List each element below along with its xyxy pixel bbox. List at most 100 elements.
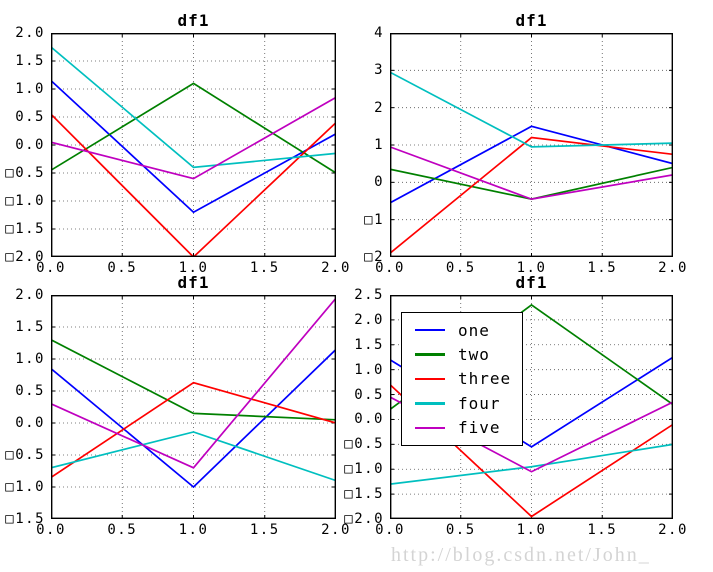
y-tick-label: 0.5 (15, 109, 45, 125)
plot-area: 2.5 2.0 1.5 1.0 0.5 0.0 □0.5 □1.0 □1.5 □2.0 0.0 0.5… (344, 287, 686, 538)
legend-item-four: four (415, 394, 522, 413)
y-tick-label: 1.5 (15, 53, 45, 69)
legend: one two three four five (401, 312, 523, 446)
series-line-four (51, 431, 336, 482)
x-tick-label: 2.0 (321, 260, 351, 276)
y-tick-label: 0.0 (15, 137, 45, 153)
y-tick-label: □1.0 (5, 193, 45, 209)
y-tick-label: 2.0 (354, 311, 384, 328)
subplot-title: df1 (177, 11, 210, 30)
series-line-five (51, 297, 336, 469)
x-tick-label: 1.0 (516, 522, 547, 538)
y-tick-label: 2.0 (15, 25, 45, 41)
subplot-title: df1 (515, 11, 548, 30)
y-tick-label: 0 (374, 174, 384, 191)
series-line-one (51, 79, 336, 214)
x-tick-label: 1.0 (178, 260, 209, 276)
series-line-one (51, 348, 336, 489)
series-line-three (51, 381, 336, 479)
legend-line-swatch-icon (415, 426, 445, 429)
plot-area: 2.0 1.5 1.0 0.5 0.0 □0.5 □1.0 □1.5 □2.0 0.0 0.5 1.0… (5, 25, 349, 276)
y-tick-label: 1.0 (15, 81, 45, 97)
series-line-four (390, 443, 673, 485)
y-tick-label: □2 (364, 249, 384, 265)
series-line-one (390, 125, 673, 204)
series-line-two (51, 82, 336, 174)
x-tick-label: 1.0 (516, 260, 547, 276)
plot-canvas (390, 33, 673, 257)
x-tick-label: 2.0 (658, 260, 688, 276)
x-tick-label: 0.5 (445, 260, 476, 276)
x-tick-label: 2.0 (321, 522, 351, 538)
series-line-four (390, 71, 673, 148)
y-tick-label: □1.0 (5, 479, 45, 495)
y-tick-label: 1.0 (354, 361, 384, 378)
legend-label: five (458, 418, 501, 438)
series-line-three (51, 113, 336, 257)
y-tick-label: □1.5 (344, 486, 384, 503)
legend-line-swatch-icon (415, 377, 445, 381)
y-tick-label: 3 (374, 62, 384, 79)
x-tick-label: 0.0 (375, 522, 405, 538)
legend-item-one: one (415, 321, 522, 340)
axes-border (390, 33, 673, 257)
plot-area: 2.0 1.5 1.0 0.5 0.0 □0.5 □1.0 □1.5 0.0 0.5 1.0 1.5 2… (5, 287, 349, 538)
legend-label: two (458, 345, 490, 365)
x-tick-label: 0.5 (107, 522, 138, 538)
y-tick-label: □1.5 (5, 511, 45, 527)
axes-border (390, 295, 673, 519)
plot-canvas (51, 295, 336, 519)
y-tick-label: □0.5 (5, 165, 45, 181)
y-tick-label: 0.5 (354, 386, 384, 403)
x-tick-label: 0.0 (36, 260, 66, 276)
subplot-bottom-left: df1 2.0 1.5 1.0 0.5 0.0 □0.5 □1.0 □1.5 0.0 0.5 1.0… (5, 273, 349, 538)
series-line-five (390, 146, 673, 201)
plot-canvas (51, 33, 336, 257)
y-tick-label: 0.0 (15, 415, 45, 431)
legend-item-two: two (415, 345, 522, 364)
legend-line-swatch-icon (415, 353, 445, 356)
x-tick-label: 1.5 (587, 522, 618, 538)
x-tick-label: 2.0 (658, 522, 688, 538)
legend-line-swatch-icon (415, 402, 445, 405)
y-tick-label: 1 (374, 137, 384, 153)
y-tick-label: 2.0 (15, 287, 45, 303)
legend-label: three (458, 369, 512, 389)
legend-label: one (458, 320, 490, 340)
subplot-title: df1 (515, 273, 548, 292)
y-tick-label: □2.0 (344, 511, 384, 527)
y-tick-label: □1.5 (5, 221, 45, 237)
x-tick-label: 0.5 (107, 260, 138, 276)
y-tick-label: □0.5 (344, 436, 384, 453)
y-tick-label: 0.5 (15, 383, 45, 399)
plot-area: 4 3 2 1 0 □1 □2 0.0 0.5 1.0 1.5 2.0 (364, 25, 686, 276)
y-tick-label: 1.5 (354, 336, 384, 353)
watermark-text: http://blog.csdn.net/John_ (391, 544, 651, 566)
series-line-two (51, 339, 336, 421)
y-tick-label: □0.5 (5, 447, 45, 463)
y-tick-label: 2 (374, 99, 384, 116)
x-tick-label: 1.5 (587, 260, 618, 276)
y-tick-label: □1 (364, 211, 384, 228)
y-tick-label: □1.0 (344, 461, 384, 478)
legend-item-five: five (415, 418, 522, 437)
y-tick-label: 0.0 (354, 411, 384, 428)
y-tick-label: 1.5 (15, 319, 45, 335)
series-line-four (51, 46, 336, 169)
legend-line-swatch-icon (415, 328, 445, 332)
y-tick-label: 4 (374, 25, 384, 41)
x-tick-label: 0.0 (375, 260, 405, 276)
series-line-three (390, 136, 673, 254)
y-tick-label: 2.5 (354, 287, 384, 303)
subplot-bottom-right: df1 2.5 2.0 1.5 1.0 0.5 0.0 □0.5 □1.0 □1.5 □2.0 0.… (344, 273, 686, 538)
subplot-title: df1 (177, 273, 210, 292)
legend-item-three: three (415, 369, 522, 388)
x-tick-label: 0.5 (445, 522, 476, 538)
subplot-top-right: df1 4 3 2 1 0 □1 □2 0.0 0.5 1.0 1.5 2.0 (364, 11, 686, 276)
axes-border (51, 295, 336, 519)
x-tick-label: 0.0 (36, 522, 66, 538)
y-tick-label: □2.0 (5, 249, 45, 265)
x-tick-label: 1.5 (249, 260, 280, 276)
series-line-five (51, 96, 336, 180)
legend-label: four (458, 393, 501, 413)
